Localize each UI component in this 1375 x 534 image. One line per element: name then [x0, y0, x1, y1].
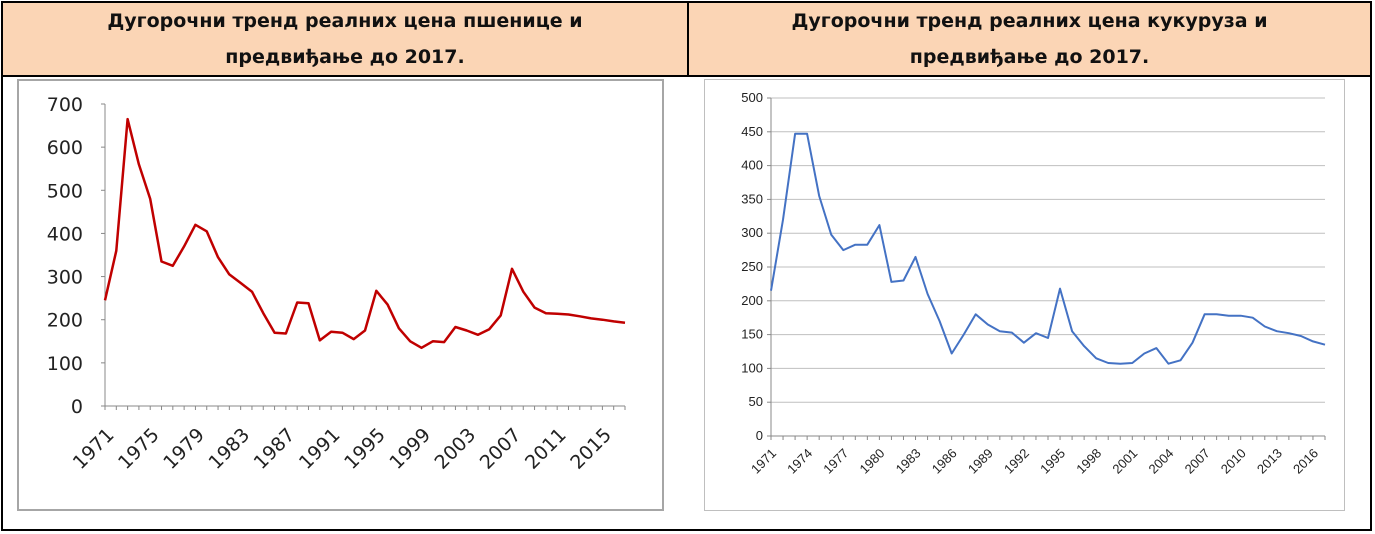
corn-y-tick-label: 350 — [741, 191, 763, 206]
corn-series-line — [770, 132, 1326, 365]
corn-x-tick-label: 1998 — [1073, 446, 1104, 477]
wheat-x-tick-label: 1999 — [385, 424, 435, 474]
wheat-x-tick-label: 1991 — [295, 424, 345, 474]
wheat-y-tick-label: 700 — [47, 94, 83, 116]
wheat-x-tick-label: 2007 — [476, 424, 526, 474]
wheat-y-tick-label: 0 — [71, 396, 83, 418]
corn-x-tick-label: 1986 — [929, 446, 960, 477]
wheat-x-tick-label: 1983 — [204, 424, 254, 474]
wheat-x-tick-label: 1975 — [114, 424, 164, 474]
wheat-y-tick-label: 400 — [47, 223, 83, 245]
wheat-x-tick-label: 1979 — [159, 424, 209, 474]
wheat-chart-header: Дугорочни тренд реалних цена пшенице и п… — [3, 3, 687, 77]
wheat-price-chart: 0100200300400500600700197119751979198319… — [47, 94, 626, 474]
corn-y-tick-label: 150 — [741, 327, 763, 342]
corn-x-tick-label: 1992 — [1001, 446, 1032, 477]
wheat-chart-title: Дугорочни тренд реалних цена пшенице и п… — [107, 10, 583, 68]
corn-x-tick-label: 1995 — [1037, 446, 1068, 477]
corn-x-tick-label: 1971 — [748, 446, 779, 477]
corn-y-tick-label: 50 — [749, 394, 763, 409]
wheat-x-tick-label: 1971 — [69, 424, 119, 474]
corn-x-tick-label: 2007 — [1182, 446, 1213, 477]
corn-x-tick-label: 1989 — [965, 446, 996, 477]
corn-y-tick-label: 200 — [741, 293, 763, 308]
wheat-chart-panel: 0 100 200 300 400 500 600 700 1971 1975 1979 1983 19… — [17, 79, 664, 511]
wheat-y-tick-label: 200 — [47, 310, 83, 332]
corn-x-tick-label: 1974 — [784, 446, 815, 477]
corn-x-tick-label: 1977 — [820, 446, 851, 477]
corn-x-tick-label: 2016 — [1290, 446, 1321, 477]
wheat-y-tick-label: 500 — [47, 180, 83, 202]
corn-y-tick-label: 250 — [741, 259, 763, 274]
wheat-y-tick-label: 600 — [47, 137, 83, 159]
corn-y-tick-label: 0 — [756, 428, 763, 443]
corn-y-tick-label: 500 — [741, 90, 763, 105]
corn-chart-panel: 0 50 100 150 200 250 300 350 400 450 500 1971 1974 19… — [704, 79, 1345, 511]
wheat-x-tick-label: 2003 — [431, 424, 481, 474]
wheat-x-tick-label: 1995 — [340, 424, 390, 474]
wheat-series-line — [103, 117, 626, 350]
wheat-plot: 0100200300400500600700197119751979198319… — [47, 94, 626, 474]
corn-chart-header: Дугорочни тренд реалних цена кукуруза и … — [687, 3, 1370, 77]
wheat-x-tick-label: 2015 — [566, 424, 616, 474]
corn-y-tick-label: 300 — [741, 225, 763, 240]
corn-x-tick-label: 1983 — [893, 446, 924, 477]
corn-chart-title: Дугорочни тренд реалних цена кукуруза и … — [791, 10, 1268, 68]
corn-x-tick-label: 1980 — [856, 446, 887, 477]
corn-x-tick-label: 2004 — [1145, 446, 1176, 477]
corn-y-tick-label: 400 — [741, 158, 763, 173]
wheat-y-tick-label: 300 — [47, 267, 83, 289]
corn-y-tick-label: 100 — [741, 360, 763, 375]
wheat-x-tick-label: 1987 — [250, 424, 300, 474]
wheat-x-tick-label: 2011 — [521, 424, 571, 474]
wheat-y-tick-label: 100 — [47, 353, 83, 375]
corn-x-tick-label: 2013 — [1254, 446, 1285, 477]
corn-x-tick-label: 2010 — [1218, 446, 1249, 477]
corn-y-tick-label: 450 — [741, 124, 763, 139]
corn-x-tick-label: 2001 — [1109, 446, 1140, 477]
